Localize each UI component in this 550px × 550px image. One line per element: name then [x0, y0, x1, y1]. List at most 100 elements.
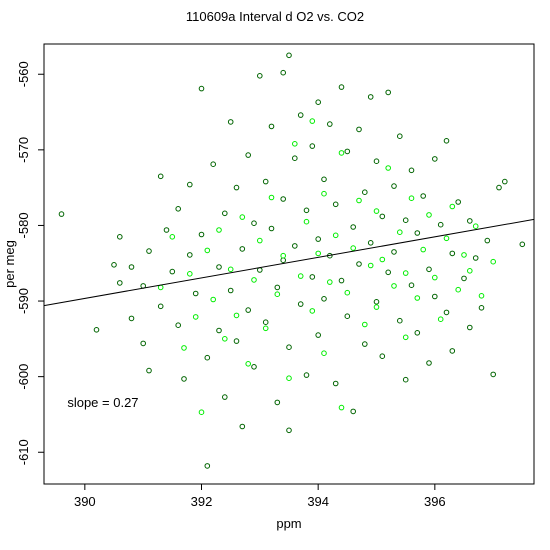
data-point-dark — [362, 189, 368, 195]
data-point-dark — [402, 217, 409, 223]
data-point-dark — [146, 367, 152, 374]
data-point-dark — [280, 69, 287, 76]
data-point-bright — [344, 289, 351, 296]
y-tick-label: -610 — [16, 439, 31, 465]
x-tick-label: 394 — [307, 494, 329, 509]
data-point-dark — [362, 341, 368, 347]
chart-title: 110609a Interval d O2 vs. CO2 — [186, 9, 364, 24]
x-tick-label: 396 — [424, 494, 446, 509]
data-point-dark — [344, 313, 351, 320]
points-layer — [58, 52, 526, 469]
data-point-dark — [484, 237, 491, 244]
data-point-dark — [268, 123, 275, 130]
data-point-dark — [408, 167, 415, 174]
data-point-dark — [402, 376, 409, 383]
data-point-dark — [157, 303, 164, 310]
data-point-dark — [356, 261, 362, 267]
data-point-dark — [391, 249, 397, 255]
data-point-dark — [163, 227, 170, 233]
regression-line — [43, 218, 535, 307]
data-point-dark — [262, 178, 269, 185]
data-point-dark — [210, 161, 216, 167]
data-point-dark — [297, 112, 304, 118]
data-point-dark — [426, 266, 432, 273]
data-point-bright — [222, 336, 228, 342]
data-point-dark — [222, 394, 228, 400]
x-tick-label: 392 — [191, 494, 213, 509]
data-point-dark — [315, 236, 322, 242]
data-point-dark — [315, 99, 322, 105]
data-point-bright — [274, 291, 281, 298]
data-point-dark — [268, 225, 275, 232]
data-point-bright — [257, 237, 263, 244]
data-point-dark — [367, 94, 374, 100]
data-point-dark — [187, 181, 193, 188]
data-point-dark — [502, 178, 508, 185]
data-point-dark — [327, 121, 333, 127]
data-point-bright — [402, 270, 409, 276]
data-point-dark — [257, 73, 263, 79]
data-point-dark — [292, 155, 298, 161]
data-point-dark — [315, 332, 322, 338]
data-point-dark — [280, 196, 287, 202]
data-point-bright — [432, 274, 438, 281]
data-point-bright — [187, 271, 193, 277]
data-point-bright — [251, 277, 257, 283]
data-point-dark — [467, 218, 473, 224]
data-point-dark — [239, 246, 246, 252]
data-point-bright — [286, 375, 292, 382]
data-point-bright — [350, 245, 357, 251]
y-axis-label: per meg — [2, 240, 17, 288]
slope-annotation: slope = 0.27 — [67, 395, 138, 410]
data-point-dark — [146, 248, 152, 254]
data-point-dark — [58, 211, 65, 217]
data-point-dark — [192, 290, 199, 297]
data-point-dark — [385, 269, 392, 276]
data-point-dark — [169, 268, 176, 275]
data-point-bright — [467, 268, 473, 274]
data-point-dark — [309, 143, 316, 149]
data-point-dark — [391, 183, 397, 189]
data-point-dark — [338, 277, 345, 284]
data-point-bright — [367, 262, 374, 269]
data-point-bright — [420, 246, 427, 253]
data-point-bright — [169, 234, 176, 240]
data-point-bright — [315, 250, 322, 257]
data-point-bright — [455, 286, 462, 293]
data-point-dark — [478, 305, 485, 311]
data-point-dark — [245, 307, 251, 313]
data-point-dark — [140, 340, 146, 347]
data-point-dark — [198, 231, 205, 238]
data-point-bright — [426, 212, 432, 218]
data-point-bright — [338, 404, 345, 411]
data-point-bright — [321, 190, 327, 197]
data-point-dark — [414, 330, 421, 336]
data-point-dark — [93, 327, 100, 333]
y-tick-label: -580 — [16, 212, 31, 238]
data-point-bright — [402, 334, 409, 341]
data-point-dark — [233, 338, 240, 344]
data-point-dark — [175, 206, 181, 212]
data-point-dark — [338, 84, 345, 90]
data-point-dark — [408, 282, 415, 289]
data-point-bright — [373, 304, 380, 310]
y-tick-label: -590 — [16, 288, 31, 314]
data-point-dark — [239, 423, 246, 430]
data-point-dark — [344, 148, 351, 155]
data-point-bright — [472, 223, 479, 229]
data-point-dark — [274, 284, 281, 291]
data-point-dark — [303, 207, 310, 214]
data-point-dark — [519, 241, 526, 248]
data-point-dark — [356, 126, 362, 133]
data-point-dark — [198, 85, 205, 92]
data-point-dark — [420, 193, 427, 199]
data-point-bright — [303, 218, 310, 225]
data-point-dark — [286, 427, 292, 434]
data-point-bright — [204, 247, 211, 254]
data-point-dark — [449, 250, 456, 257]
data-point-bright — [280, 252, 287, 259]
data-point-bright — [461, 252, 467, 258]
data-point-dark — [286, 344, 292, 351]
data-point-dark — [262, 319, 269, 326]
data-point-bright — [210, 296, 216, 303]
